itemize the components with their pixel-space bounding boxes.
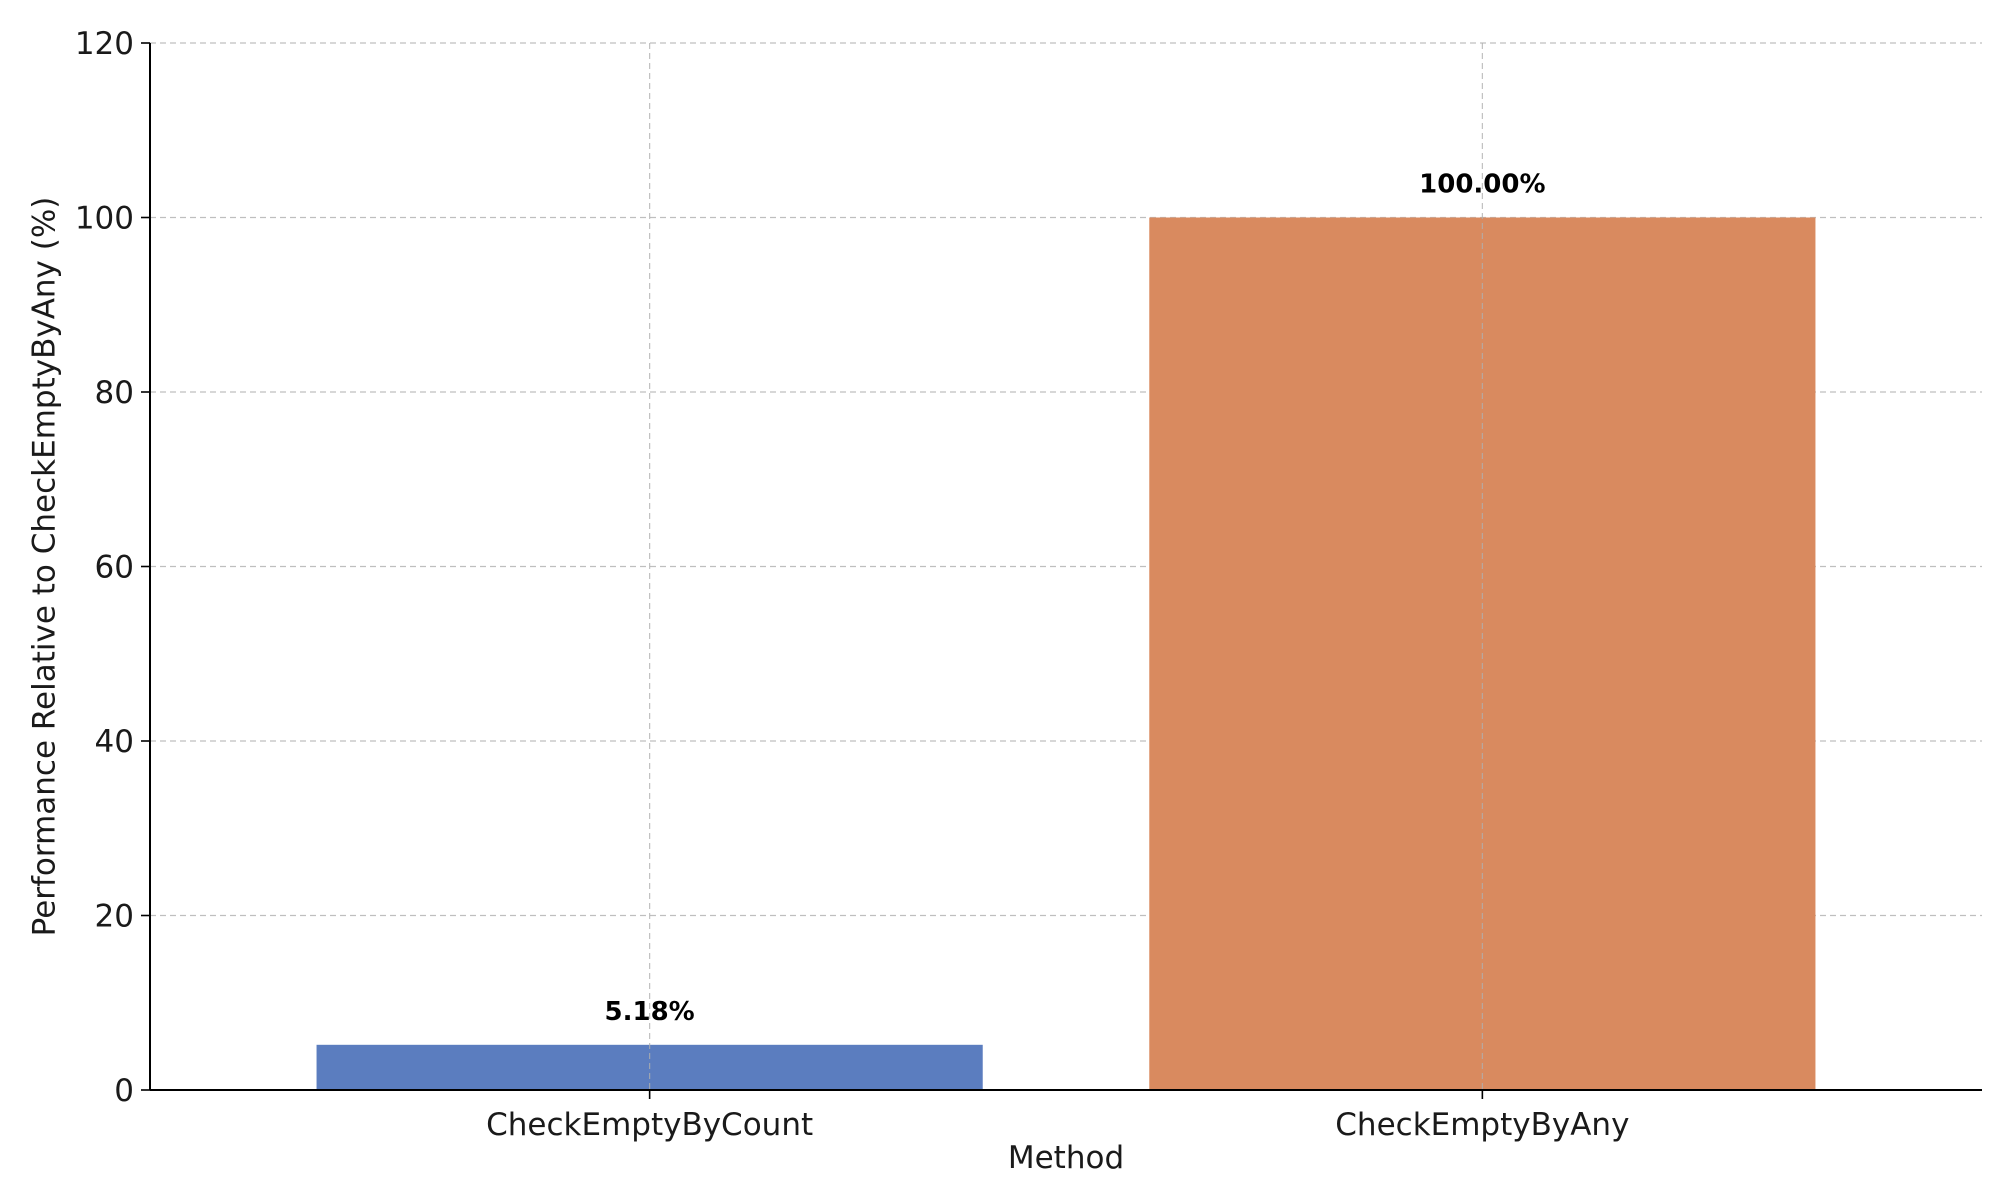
y-tick-label: 20 [95,899,134,935]
y-tick-label: 40 [95,724,134,760]
y-tick-label: 60 [95,550,134,586]
y-tick-label: 80 [95,375,134,411]
axes: 0 20 40 60 80 100 120 CheckEmptyByCount CheckEmp… [75,26,1982,1143]
bar-value-label: 100.00% [1419,170,1545,200]
y-tick-label: 100 [75,201,134,237]
x-axis-title: Method [1008,1140,1124,1176]
y-axis-title: Performance Relative to CheckEmptyByAny … [27,197,63,937]
bars [316,217,1816,1090]
bar-value-label: 5.18% [605,997,695,1027]
value-labels: 5.18% 100.00% [605,170,1546,1027]
y-tick-label: 0 [114,1073,134,1109]
y-tick-label: 120 [75,26,134,62]
grid [150,42,1982,1091]
x-grid [649,43,1483,1090]
x-tick-label: CheckEmptyByAny [1335,1107,1629,1143]
x-tick-label: CheckEmptyByCount [486,1107,813,1143]
